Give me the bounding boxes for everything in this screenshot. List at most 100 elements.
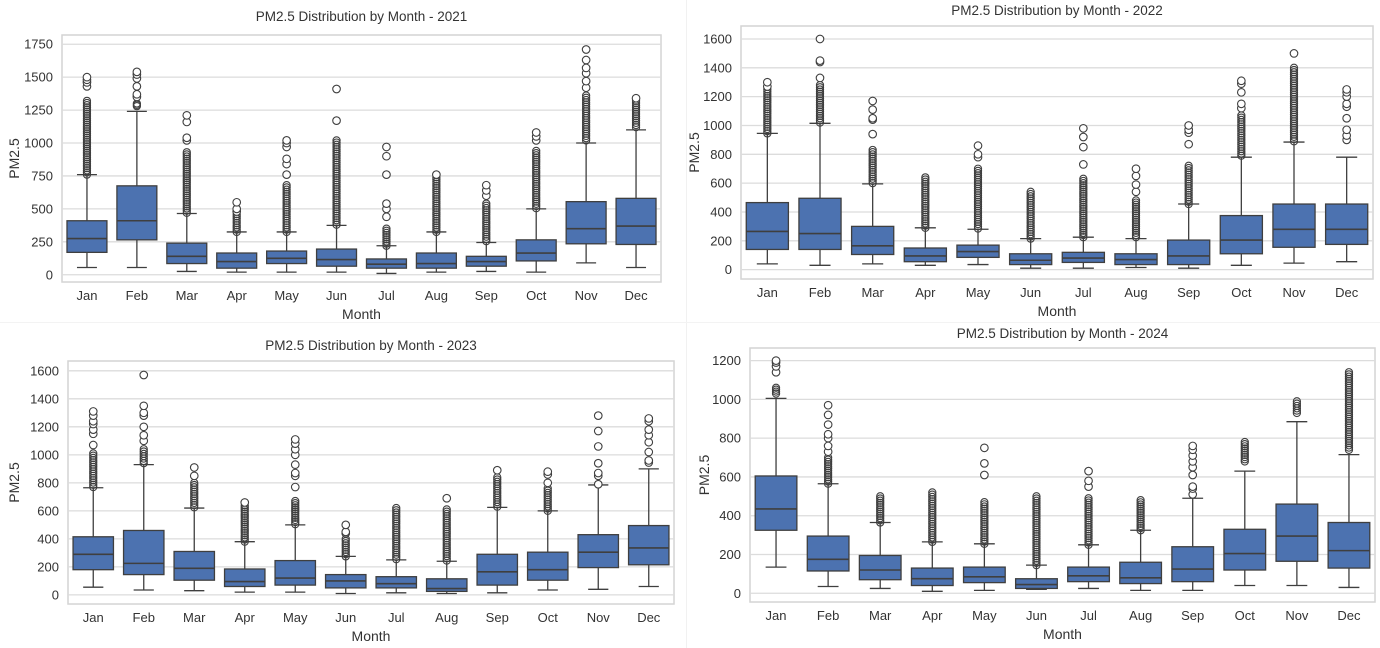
outlier-point <box>876 503 885 512</box>
outlier-point <box>1084 518 1093 527</box>
outlier-point <box>182 204 191 213</box>
outlier-point <box>973 168 983 178</box>
outlier-point <box>190 483 199 492</box>
outlier-point <box>644 425 654 434</box>
box-iqr <box>526 551 569 581</box>
outlier-point <box>532 188 541 197</box>
outlier-point <box>291 511 300 520</box>
outlier-point <box>240 518 249 527</box>
outlier-point <box>1084 538 1093 547</box>
box-iqr <box>754 475 798 531</box>
outlier-point <box>980 508 989 518</box>
y-axis-label: PM2.5 <box>686 132 702 173</box>
outlier-point <box>139 449 148 459</box>
x-tick-label: Aug <box>425 288 448 303</box>
outlier-point <box>182 202 191 211</box>
outlier-point <box>291 503 300 512</box>
outlier-point <box>815 100 825 110</box>
outlier-point <box>973 217 983 227</box>
x-axis-label: Month <box>352 628 391 644</box>
outlier-point <box>815 98 825 107</box>
outlier-point <box>973 197 983 207</box>
box-iqr <box>1166 239 1211 266</box>
box-feb <box>798 34 842 266</box>
outlier-point <box>1079 187 1088 196</box>
x-tick-label: Jun <box>1026 608 1047 623</box>
outlier-point <box>921 221 930 230</box>
outlier-point <box>1026 189 1035 199</box>
outlier-point <box>532 197 541 206</box>
outlier-point <box>1079 209 1088 218</box>
outlier-point <box>644 456 654 465</box>
box-iqr <box>1275 503 1319 562</box>
outlier-point <box>341 541 350 550</box>
outlier-point <box>341 545 350 554</box>
box-feb <box>122 370 165 591</box>
outlier-point <box>973 208 983 218</box>
y-tick-label: 200 <box>719 547 741 562</box>
outlier-point <box>876 518 885 527</box>
outlier-point <box>973 215 983 224</box>
outlier-point <box>1131 196 1141 205</box>
box-iqr <box>72 536 115 571</box>
outlier-point <box>581 76 591 86</box>
outlier-point <box>823 410 833 420</box>
outlier-point <box>532 201 541 211</box>
outlier-point <box>1084 516 1093 525</box>
outlier-point <box>973 191 983 200</box>
box-jan <box>72 407 115 588</box>
outlier-point <box>1292 399 1302 408</box>
outlier-point <box>815 116 825 125</box>
outlier-point <box>763 94 772 103</box>
outlier-point <box>532 193 541 202</box>
outlier-point <box>432 190 441 199</box>
outlier-point <box>341 550 350 559</box>
y-tick-label: 250 <box>31 234 53 249</box>
outlier-point <box>182 152 191 161</box>
outlier-point <box>980 504 989 513</box>
box-iqr <box>173 550 216 581</box>
outlier-point <box>1079 174 1088 183</box>
outlier-point <box>868 161 877 170</box>
box-iqr <box>116 185 158 241</box>
outlier-point <box>973 206 983 215</box>
outlier-point <box>432 203 441 213</box>
outlier-point <box>332 138 341 147</box>
outlier-point <box>532 166 541 175</box>
outlier-point <box>1184 139 1194 149</box>
outlier-point <box>868 129 878 139</box>
box-iqr <box>615 197 657 246</box>
outlier-point <box>1184 166 1193 175</box>
outlier-point <box>1032 492 1041 501</box>
box-may <box>956 141 1000 266</box>
box-iqr <box>66 220 108 254</box>
box-iqr <box>1171 546 1215 583</box>
outlier-point <box>631 120 641 130</box>
box-iqr <box>903 247 948 263</box>
outlier-point <box>432 188 441 197</box>
outlier-point <box>1079 202 1088 212</box>
y-tick-label: 600 <box>37 503 59 518</box>
outlier-point <box>82 114 92 123</box>
outlier-point <box>921 203 930 213</box>
outlier-point <box>382 224 391 233</box>
outlier-point <box>82 131 92 140</box>
outlier-point <box>82 155 92 164</box>
outlier-point <box>382 239 391 248</box>
y-axis-label: PM2.5 <box>6 138 22 179</box>
outlier-point <box>482 212 491 222</box>
x-tick-label: Jan <box>83 610 104 625</box>
outlier-point <box>823 479 833 488</box>
outlier-point <box>132 67 142 77</box>
outlier-point <box>1240 455 1249 464</box>
outlier-point <box>82 150 92 160</box>
outlier-point <box>973 186 983 196</box>
panel-divider-vertical <box>686 0 687 648</box>
outlier-point <box>980 522 989 531</box>
outlier-point <box>432 184 441 193</box>
outlier-point <box>182 165 191 174</box>
outlier-point <box>341 543 350 552</box>
outlier-point <box>921 190 930 200</box>
outlier-point <box>1240 442 1249 451</box>
outlier-point <box>1136 523 1145 533</box>
